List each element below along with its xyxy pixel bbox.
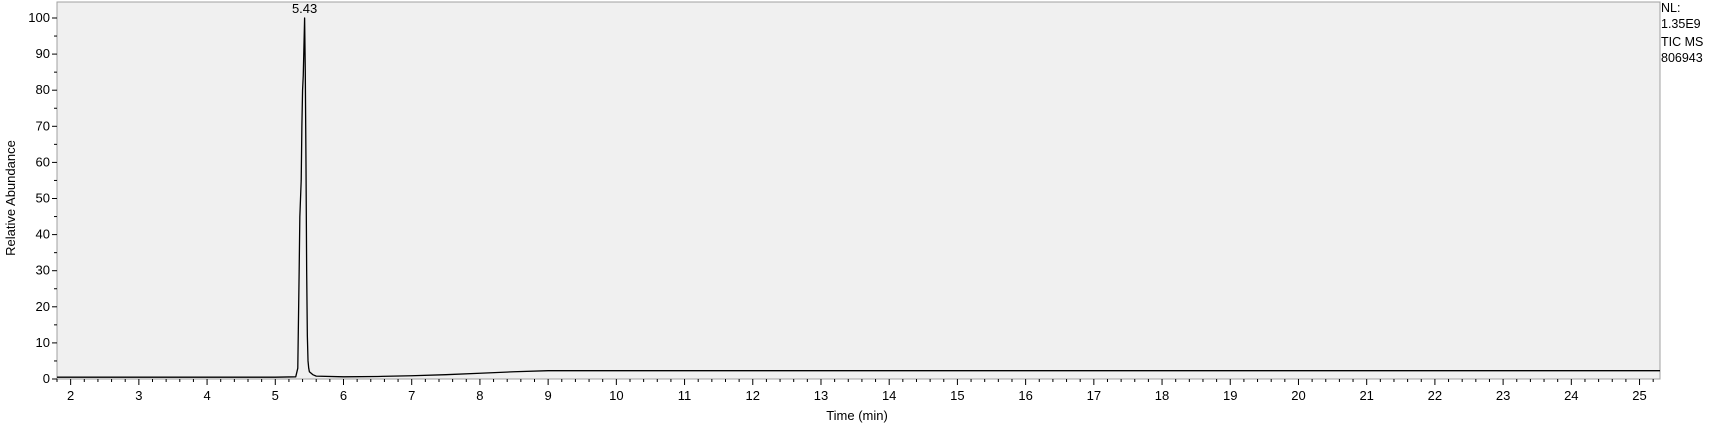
x-tick-label: 18 [1155,388,1169,403]
nl-value: 1.35E9 [1661,17,1701,31]
x-tick-label: 3 [135,388,142,403]
x-tick-label: 14 [882,388,896,403]
y-tick-label: 10 [36,335,50,350]
x-tick-label: 4 [203,388,210,403]
x-tick-label: 11 [678,388,692,403]
y-tick-label: 40 [36,227,50,242]
x-tick-label: 17 [1087,388,1101,403]
y-tick-label: 100 [28,10,50,25]
file-id: 806943 [1661,51,1703,65]
y-tick-label: 0 [43,371,50,386]
y-axis-title: Relative Abundance [3,140,18,256]
peak-label: 5.43 [292,1,317,16]
y-tick-label: 20 [36,299,50,314]
nl-label: NL: [1661,1,1681,15]
x-tick-label: 9 [545,388,552,403]
x-tick-label: 15 [950,388,964,403]
y-tick-label: 60 [36,154,50,169]
tic-trace [57,17,1660,378]
x-tick-label: 5 [272,388,279,403]
x-tick-label: 13 [814,388,828,403]
y-tick-label: 30 [36,263,50,278]
plot-area [56,1,1661,380]
tic-ms-label: TIC MS [1661,35,1704,49]
x-tick-label: 22 [1428,388,1442,403]
x-tick-label: 20 [1291,388,1305,403]
x-tick-label: 8 [476,388,483,403]
x-tick-label: 23 [1496,388,1510,403]
x-tick-label: 10 [609,388,623,403]
x-axis: 2 3 4 5 6 7 8 9 10 11 12 13 14 15 16 17 18 19 20 21 22 23 24 25 [56,379,1654,403]
y-tick-label: 70 [36,118,50,133]
x-tick-label: 21 [1359,388,1373,403]
y-tick-label: 80 [36,82,50,97]
x-tick-label: 25 [1632,388,1646,403]
x-tick-label: 16 [1018,388,1032,403]
y-tick-label: 90 [36,46,50,61]
x-tick-label: 2 [67,388,74,403]
x-tick-label: 12 [746,388,760,403]
x-tick-label: 19 [1223,388,1237,403]
y-tick-label: 50 [36,191,50,206]
x-tick-label: 7 [408,388,415,403]
x-axis-title: Time (min) [826,408,888,423]
x-tick-label: 24 [1564,388,1578,403]
y-axis: 0 10 20 30 40 50 60 70 80 90 100 [28,10,57,386]
x-tick-label: 6 [340,388,347,403]
